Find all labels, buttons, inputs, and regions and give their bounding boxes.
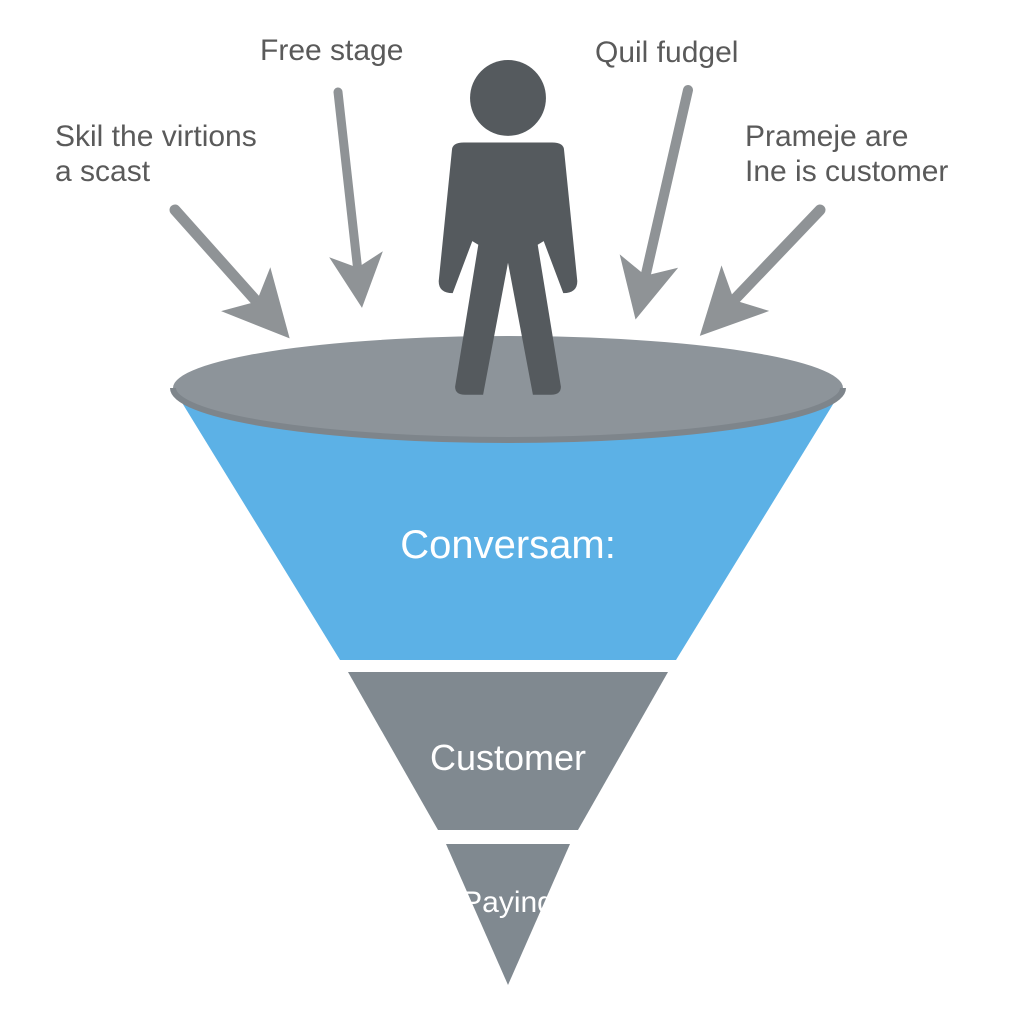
arrow-quil <box>640 90 688 300</box>
callout-quil-fudgel: Quil fudgel <box>595 36 738 71</box>
funnel-infographic: Conversam: Customer Paying Free stage Quil … <box>0 0 1024 1024</box>
callout-free-stage: Free stage <box>260 34 403 69</box>
callout-skil: Skil the virtions a scast <box>55 120 257 189</box>
funnel-label-customer: Customer <box>430 737 586 778</box>
arrow-free-stage <box>338 92 360 290</box>
funnel-divider-0 <box>338 660 678 672</box>
callout-prameje: Prameje are Ine is customer <box>745 120 948 189</box>
arrow-skil <box>175 210 275 322</box>
funnel-label-paying: Paying <box>462 886 554 919</box>
funnel-divider-1 <box>436 830 580 844</box>
funnel-label-conversam: Conversam: <box>400 523 616 567</box>
arrow-prameje <box>715 210 820 320</box>
